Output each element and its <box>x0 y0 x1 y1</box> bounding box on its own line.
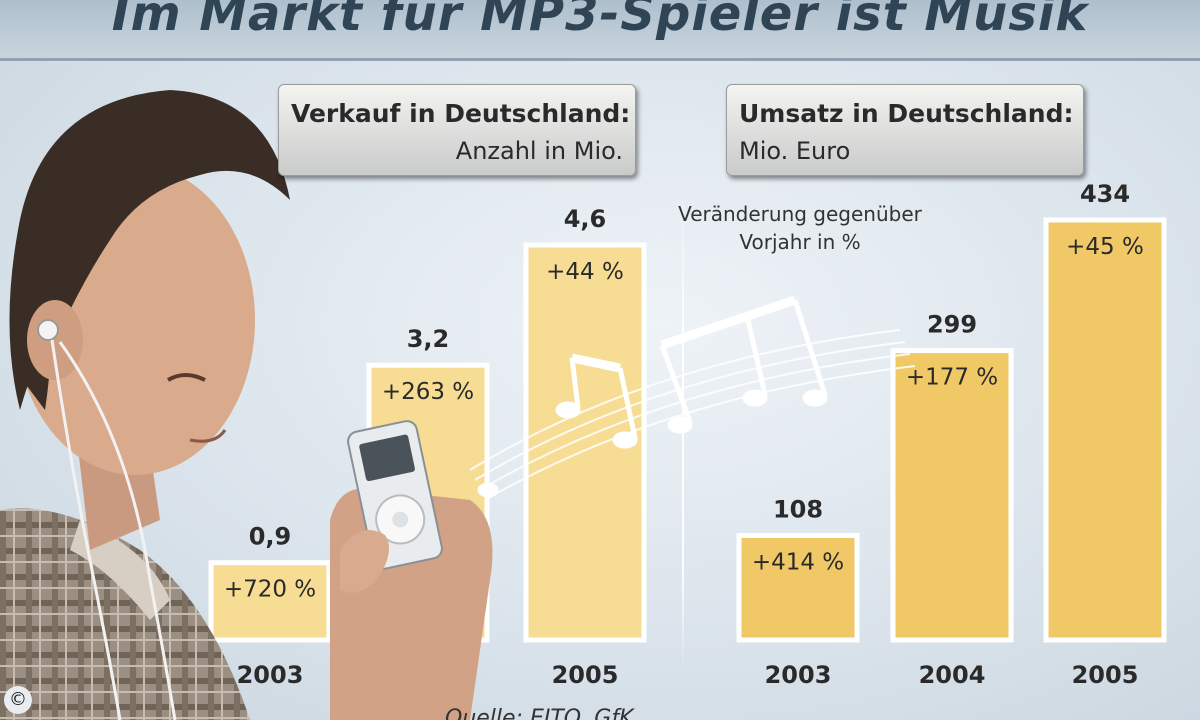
change-note-line1: Veränderung gegenüber <box>678 202 922 226</box>
bar-1-2005 <box>1043 217 1167 643</box>
value-label: 299 <box>927 311 977 339</box>
value-label: 0,9 <box>249 523 292 551</box>
legend-revenue-unit: Mio. Euro <box>739 137 851 165</box>
legend-sales: Verkauf in Deutschland: Anzahl in Mio. <box>278 84 636 176</box>
bar-0-2003 <box>208 560 332 643</box>
year-tick-label: 2004 <box>919 661 986 689</box>
legend-sales-unit: Anzahl in Mio. <box>455 137 623 165</box>
page-title: Im Markt für MP3-Spieler ist Musik <box>111 0 1089 42</box>
change-label: +263 % <box>382 379 474 405</box>
bar-0-2005 <box>523 242 647 643</box>
year-tick-label: 2003 <box>237 661 304 689</box>
person-with-mp3-player-illustration <box>0 90 493 720</box>
change-note: Veränderung gegenüber Vorjahr in % <box>640 200 960 256</box>
bar-1-2003 <box>736 532 860 643</box>
change-note-line2: Vorjahr in % <box>739 230 861 254</box>
change-label: +414 % <box>752 549 844 575</box>
value-label: 3,2 <box>407 325 450 353</box>
legend-revenue: Umsatz in Deutschland: Mio. Euro <box>726 84 1084 176</box>
source-note: Quelle: EITO, GfK <box>445 706 634 720</box>
copyright-icon: © <box>4 686 32 714</box>
legend-sales-title: Verkauf in Deutschland: <box>291 99 631 128</box>
change-label: +45 % <box>1066 234 1144 260</box>
change-label: +720 % <box>224 577 316 603</box>
value-label: 4,6 <box>564 205 607 233</box>
change-label: +177 % <box>906 365 998 391</box>
year-tick-label: 2003 <box>765 661 832 689</box>
change-label: +44 % <box>546 259 624 285</box>
year-tick-label: 2005 <box>1072 661 1139 689</box>
bar-1-2004 <box>890 348 1014 643</box>
legend-revenue-title: Umsatz in Deutschland: <box>739 99 1074 128</box>
value-label: 108 <box>773 495 823 523</box>
year-tick-label: 2005 <box>552 661 619 689</box>
title-bar: Im Markt für MP3-Spieler ist Musik <box>0 0 1200 61</box>
value-label: 434 <box>1080 180 1130 208</box>
